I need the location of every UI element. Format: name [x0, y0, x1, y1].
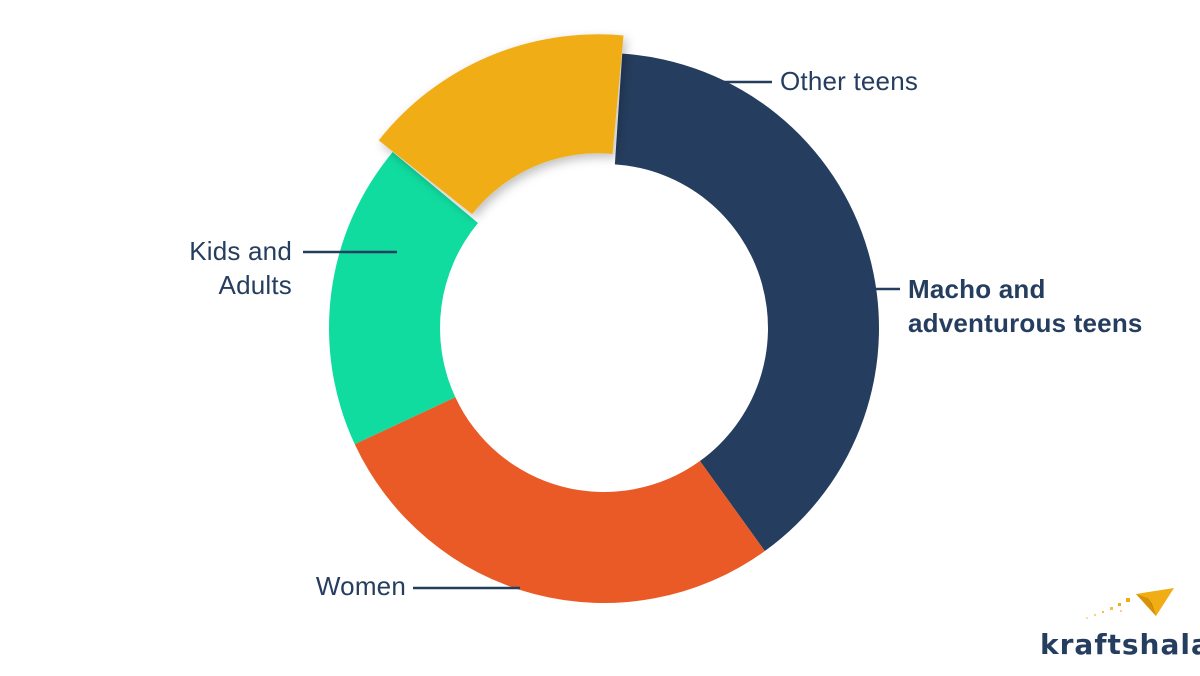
slice-macho-and-adventurous-teens [378, 34, 624, 215]
slice-women [614, 53, 879, 552]
slice-label-kids-and-adults: Kids and Adults [189, 236, 292, 300]
slice-kids-and-adults [354, 397, 765, 603]
brand-logo: kraftshala [1040, 586, 1200, 666]
slice-label-macho-and-adventurous-teens: Macho and adventurous teens [908, 274, 1143, 338]
slice-label-women: Women [315, 571, 406, 601]
logo-wordmark: kraftshala [1040, 628, 1200, 661]
slice-label-other-teens: Other teens [780, 66, 919, 96]
paper-plane-icon [1086, 588, 1174, 619]
slice-other-teens [329, 151, 478, 445]
